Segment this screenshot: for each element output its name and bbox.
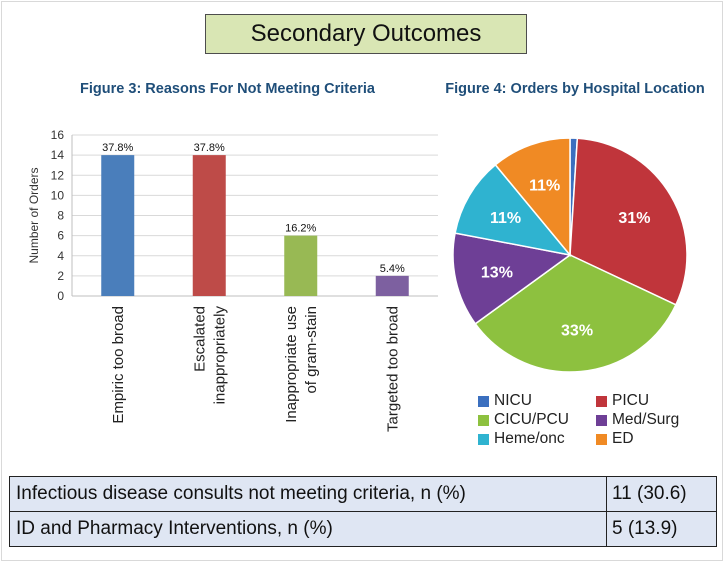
- legend-swatch: [478, 414, 489, 426]
- y-tick-label: 10: [51, 188, 65, 202]
- bar: [284, 235, 318, 296]
- x-tick-label: Escalated inappropriately: [191, 306, 228, 405]
- y-axis-label: Number of Orders: [27, 167, 41, 263]
- pie-data-label: 11%: [490, 210, 521, 227]
- legend-swatch: [478, 433, 489, 445]
- pie-slice: [454, 163, 572, 257]
- legend-swatch: [478, 395, 489, 407]
- legend-item: Heme/onc: [478, 430, 565, 448]
- bar: [101, 155, 135, 296]
- legend-item: NICU: [478, 392, 532, 410]
- pie-data-label: 11%: [529, 178, 560, 195]
- pie-data-label: 33%: [561, 323, 593, 340]
- legend-label: PICU: [612, 392, 650, 409]
- table-row: Infectious disease consults not meeting …: [9, 476, 717, 512]
- x-tick-label-line: of gram-stain: [303, 306, 320, 394]
- legend-swatch: [596, 414, 607, 426]
- bar: [375, 275, 409, 296]
- stats-label-id-consults: Infectious disease consults not meeting …: [9, 476, 607, 512]
- pie-slice: [494, 137, 571, 258]
- pie-slice: [474, 254, 677, 373]
- x-tick-label-line: Escalated: [191, 306, 208, 372]
- x-tick-label: Empiric too broad: [110, 306, 127, 424]
- stats-value-interventions: 5 (13.9): [606, 511, 717, 547]
- pie-data-label: 31%: [618, 210, 650, 227]
- stats-table: Infectious disease consults not meeting …: [9, 476, 717, 547]
- y-tick-label: 14: [51, 148, 65, 162]
- stats-label-interventions: ID and Pharmacy Interventions, n (%): [9, 511, 607, 547]
- bar-data-label: 5.4%: [380, 263, 405, 275]
- pie-chart: 1%31%33%13%11%11%: [452, 137, 688, 373]
- y-tick-label: 16: [51, 128, 65, 142]
- legend-label: CICU/PCU: [494, 411, 569, 428]
- legend-item: CICU/PCU: [478, 411, 569, 429]
- y-tick-label: 4: [57, 249, 64, 263]
- legend-item: PICU: [596, 392, 649, 410]
- legend-label: Med/Surg: [612, 411, 680, 428]
- legend-swatch: [596, 395, 607, 407]
- legend-label: ED: [612, 430, 634, 447]
- bar-chart-title: Figure 3: Reasons For Not Meeting Criter…: [80, 81, 375, 97]
- x-tick-label: Inappropriate use of gram-stain: [283, 306, 320, 423]
- x-tick-label-line: Empiric too broad: [110, 306, 127, 424]
- y-tick-label: 2: [57, 269, 64, 283]
- bar-data-label: 37.8%: [194, 142, 225, 154]
- x-tick-label-line: Inappropriate use: [283, 306, 300, 423]
- bar-data-label: 37.8%: [102, 142, 133, 154]
- y-tick-label: 0: [57, 289, 64, 303]
- bar-data-label: 16.2%: [285, 223, 316, 235]
- legend-item: Med/Surg: [596, 411, 679, 429]
- stats-value-id-consults: 11 (30.6): [606, 476, 717, 512]
- legend-item: ED: [596, 430, 634, 448]
- legend-label: Heme/onc: [494, 430, 565, 447]
- y-tick-label: 12: [51, 168, 65, 182]
- pie-slice: [452, 232, 572, 325]
- x-tick-label-line: Targeted too broad: [384, 306, 401, 432]
- x-tick-label-line: inappropriately: [211, 306, 228, 405]
- slide-title: Secondary Outcomes: [205, 14, 527, 54]
- slide-title-text: Secondary Outcomes: [250, 20, 482, 47]
- y-tick-label: 6: [57, 229, 64, 243]
- y-tick-label: 8: [57, 209, 64, 223]
- bar-chart: 0 2 4 6 8 10 12 14 16 Number of Orders 37.8% Empiri…: [27, 128, 438, 432]
- legend-label: NICU: [494, 392, 532, 409]
- pie-chart-title: Figure 4: Orders by Hospital Location: [445, 81, 705, 97]
- pie-slice: [569, 137, 688, 306]
- bar: [192, 155, 226, 296]
- x-tick-label: Targeted too broad: [384, 306, 401, 432]
- pie-data-label: 13%: [481, 264, 513, 281]
- legend-swatch: [596, 433, 607, 445]
- table-row: ID and Pharmacy Interventions, n (%) 5 (…: [9, 511, 717, 547]
